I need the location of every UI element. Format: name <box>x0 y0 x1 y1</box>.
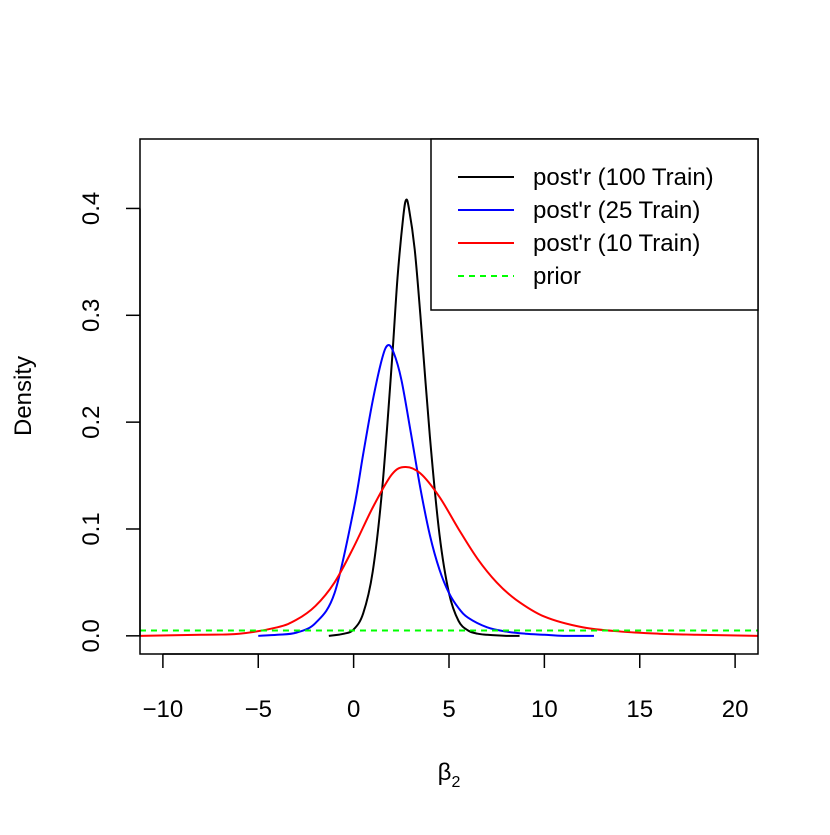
y-tick-label: 0.3 <box>78 299 105 332</box>
legend: post'r (100 Train) post'r (25 Train) post'… <box>430 138 759 311</box>
legend-label: post'r (100 Train) <box>533 164 714 191</box>
x-axis-label: β2 <box>438 759 461 791</box>
y-tick-label: 0.4 <box>78 192 105 225</box>
series-line-post-r-10-train <box>139 466 759 637</box>
series-line-post-r-100-train <box>328 198 520 637</box>
y-tick-label: 0.2 <box>78 405 105 438</box>
x-tick-label: −10 <box>143 696 184 723</box>
legend-label: post'r (10 Train) <box>533 230 700 257</box>
x-tick-label: 10 <box>531 696 558 723</box>
legend-label: post'r (25 Train) <box>533 197 700 224</box>
y-axis-label: Density <box>10 356 37 436</box>
x-tick-label: −5 <box>245 696 272 723</box>
y-axis: 0.0 0.1 0.2 0.3 0.4 <box>78 192 141 653</box>
legend-label: prior <box>533 263 581 290</box>
x-tick-label: 20 <box>722 696 749 723</box>
x-tick-label: 15 <box>626 696 653 723</box>
y-tick-label: 0.0 <box>78 619 105 652</box>
series-lines <box>139 198 759 637</box>
x-axis: −10 −5 0 5 10 15 20 <box>143 653 749 723</box>
series-line-post-r-25-train <box>258 344 594 637</box>
y-tick-label: 0.1 <box>78 512 105 545</box>
x-tick-label: 0 <box>347 696 360 723</box>
legend-box <box>430 138 759 311</box>
x-tick-label: 5 <box>442 696 455 723</box>
